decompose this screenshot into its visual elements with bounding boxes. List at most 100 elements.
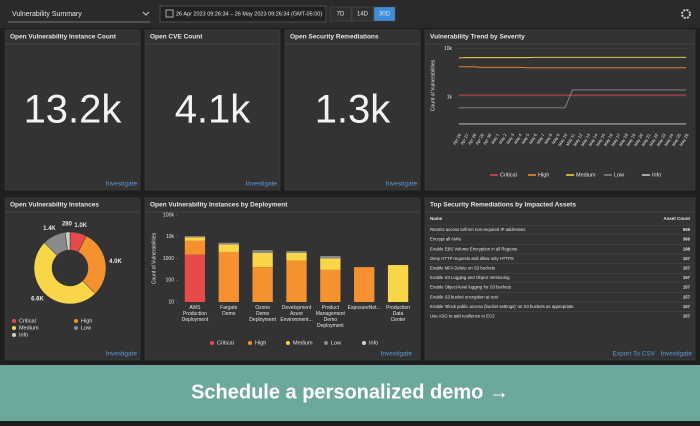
investigate-link[interactable]: Investigate (381, 351, 413, 358)
x-tick-label: May 19 (625, 132, 637, 147)
range-button[interactable] (351, 6, 374, 22)
x-tick-label: Apr 30 (482, 132, 493, 146)
x-tick-label: May 24 (663, 132, 675, 147)
column-header: Asset Count (663, 216, 690, 221)
cell: Enable 'Block public access (bucket sett… (430, 304, 574, 309)
x-tick-label: ExposureNot... (348, 305, 381, 311)
x-tick-label: May 17 (610, 132, 622, 147)
investigate-link[interactable]: Investigate (246, 181, 278, 188)
range-button[interactable] (329, 6, 352, 22)
investigate-link[interactable]: Investigate (661, 351, 693, 358)
legend-swatch (12, 326, 16, 330)
cell: Enable S3 bucket encryption at rest (430, 294, 499, 299)
cell: Restrict access to/from non-required IP … (430, 227, 525, 232)
x-tick-label: May 6 (528, 132, 538, 145)
range-label[interactable]: 14D (357, 12, 369, 18)
x-tick-label: May 18 (618, 132, 630, 147)
x-tick-label: May 10 (557, 132, 569, 147)
bar-segment (286, 260, 307, 302)
x-tick-label: May 8 (543, 132, 553, 145)
bar-segment (218, 251, 239, 302)
cell: 157 (683, 285, 691, 290)
cell: Deny HTTP requests and allow only HTTPS (430, 256, 514, 261)
bar-segment (354, 267, 375, 302)
trend-line (458, 56, 687, 59)
legend-label: Low (81, 325, 91, 331)
cell: Enable MFA Delete on S3 buckets (430, 266, 495, 271)
data-label: 280 (62, 222, 73, 228)
panel (144, 29, 281, 191)
x-tick-label: Product Management Demo Deployment (316, 305, 346, 329)
legend-swatch (210, 341, 214, 345)
panel (4, 29, 141, 191)
panel-title: Vulnerability Trend by Severity (430, 34, 525, 41)
cell: 157 (683, 294, 691, 299)
legend-swatch (74, 326, 78, 330)
bar-segment (387, 265, 409, 302)
x-tick-label: May 9 (551, 132, 561, 145)
legend-label: Low (331, 340, 341, 346)
legend-label: Critical (217, 340, 234, 346)
bar-segment (184, 236, 206, 238)
bar-segment (252, 267, 273, 302)
x-tick-label: May 26 (678, 132, 690, 147)
date-range: 26 Apr 2023 09:26:34 – 26 May 2023 09:26… (176, 11, 322, 17)
legend-swatch (324, 341, 328, 345)
data-label: 1.4K (43, 226, 56, 232)
settings-icon[interactable] (681, 9, 691, 19)
banner-text[interactable]: Schedule a personalized demo → (191, 381, 509, 403)
legend-label: Medium (293, 340, 313, 346)
legend-label: High (538, 172, 549, 178)
panel (4, 197, 141, 361)
x-tick-label: May 1 (490, 132, 500, 145)
x-tick-label: May 25 (671, 132, 683, 147)
x-tick-label: May 20 (633, 132, 645, 147)
investigate-link[interactable]: Investigate (106, 351, 138, 358)
legend-swatch (362, 341, 366, 345)
x-tick-label: Ozone Demo Deployment (249, 305, 276, 323)
x-tick-label: May 12 (572, 132, 584, 147)
trend-line (458, 89, 687, 109)
x-tick-label: May 7 (535, 132, 545, 145)
bar-segment (184, 237, 206, 241)
x-tick-label: May 3 (505, 132, 515, 145)
banner[interactable] (0, 365, 700, 421)
kpi-value: 1.3k (315, 88, 392, 132)
dashboard-select[interactable]: Vulnerability Summary (12, 11, 82, 18)
cell: 157 (683, 304, 691, 309)
investigate-link[interactable]: Export To CSV (612, 351, 655, 358)
data-label: 6.6K (31, 297, 44, 303)
x-tick-label: Fargate Demo (220, 305, 237, 317)
investigate-link[interactable]: Investigate (106, 181, 138, 188)
range-label[interactable]: 7D (337, 12, 345, 18)
y-tick-label: 1000 (163, 256, 174, 262)
kpi-value: 4.1k (175, 88, 252, 132)
range-button[interactable] (373, 6, 396, 22)
legend-label: Info (369, 340, 378, 346)
cell: 157 (683, 314, 691, 319)
bar-segment (252, 252, 273, 268)
dropdown-arrow (142, 11, 150, 16)
cell: Encrypt all AMIs (430, 237, 461, 242)
legend-label: High (255, 340, 266, 346)
kpi-value: 13.2k (24, 88, 123, 132)
bar-segment (320, 258, 341, 270)
legend-label: Critical (19, 318, 36, 324)
y-tick-label: 1k (447, 94, 453, 100)
legend-swatch (12, 319, 16, 323)
cell: 157 (683, 256, 691, 261)
date-picker[interactable] (159, 5, 327, 23)
y-axis-label: Count of Vulnerabilities (151, 232, 157, 284)
panel-title: Open Security Remediations (290, 34, 379, 41)
x-tick-label: Apr 26 (452, 132, 463, 146)
legend-label: Info (19, 332, 28, 338)
cell: 157 (683, 266, 691, 271)
y-tick-label: 100 (166, 278, 175, 284)
legend-swatch (12, 333, 16, 337)
data-label: 1.0K (74, 223, 87, 229)
x-tick-label: May 21 (640, 132, 652, 147)
investigate-link[interactable]: Investigate (386, 181, 418, 188)
donut-segment (33, 242, 96, 305)
range-label[interactable]: 30D (379, 12, 391, 18)
